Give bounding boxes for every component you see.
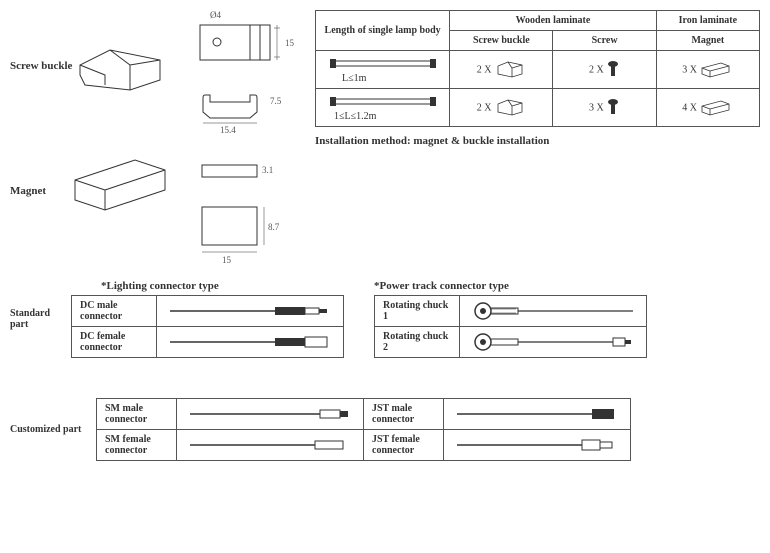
cell-r1-s: 2 X — [553, 51, 656, 89]
cell-r2-sb: 2 X — [450, 89, 553, 127]
rot2-label: Rotating chuck 2 — [375, 327, 460, 358]
jst-male-img — [444, 399, 631, 430]
rot1-label: Rotating chuck 1 — [375, 296, 460, 327]
qty-r2-s: 3 X — [589, 102, 604, 113]
dim-w154: 15.4 — [220, 125, 236, 135]
jst-female-icon — [452, 436, 622, 454]
qty-r1-sb: 2 X — [477, 64, 492, 75]
dim-h75: 7.5 — [270, 96, 281, 106]
cell-r1-sb: 2 X — [450, 51, 553, 89]
buckle-iso-icon — [70, 35, 170, 95]
dim-d4: Ø4 — [210, 10, 221, 20]
qty-r1-s: 2 X — [589, 64, 604, 75]
qty-r1-m: 3 X — [682, 64, 697, 75]
jst-male-icon — [452, 405, 622, 423]
lamp-icon — [328, 55, 438, 73]
sm-female-icon — [185, 436, 355, 454]
sm-male-icon — [185, 405, 355, 423]
customized-part-label: Customized part — [10, 424, 90, 435]
lamp-icon — [328, 93, 438, 111]
screw-small-icon — [606, 98, 620, 118]
connector-section-custom: Customized part SM male connector JST ma… — [10, 398, 760, 461]
cell-r1-m: 3 X — [656, 51, 759, 89]
sm-female-img — [177, 430, 364, 461]
jst-female-img — [444, 430, 631, 461]
power-table: Rotating chuck 1 Rotating chuck 2 — [374, 295, 647, 358]
dc-male-img — [157, 296, 344, 327]
cell-len1: L≤1m — [316, 51, 450, 89]
magnet-side-icon — [200, 160, 270, 185]
rot2-img — [460, 327, 647, 358]
th-s: Screw — [553, 31, 656, 51]
magnet-front-icon — [200, 205, 270, 260]
sm-male-label: SM male connector — [97, 399, 177, 430]
th-wood: Wooden laminate — [450, 11, 657, 31]
sm-female-label: SM female connector — [97, 430, 177, 461]
magnet-small-icon — [699, 60, 733, 80]
jst-male-label: JST male connector — [364, 399, 444, 430]
qty-r2-m: 4 X — [682, 102, 697, 113]
custom-table: SM male connector JST male connector SM … — [96, 398, 631, 461]
spec-area: Length of single lamp body Wooden lamina… — [315, 10, 760, 270]
len2-text: 1≤L≤1.2m — [334, 111, 443, 122]
dc-male-label: DC male connector — [72, 296, 157, 327]
standard-part-label: Standard part — [10, 308, 65, 330]
magnet-small-icon — [699, 98, 733, 118]
dc-female-img — [157, 327, 344, 358]
rotating-chuck1-icon — [468, 300, 638, 322]
rotating-chuck2-icon — [468, 331, 638, 353]
dim-h15: 15 — [285, 38, 294, 48]
rot1-img — [460, 296, 647, 327]
buckle-small-icon — [494, 98, 526, 118]
th-m: Magnet — [656, 31, 759, 51]
dc-female-connector-icon — [165, 332, 335, 352]
top-section: Screw buckle Ø4 15 7.5 15.4 Magnet — [10, 10, 760, 270]
sm-male-img — [177, 399, 364, 430]
dim-w15: 15 — [222, 255, 231, 265]
dim-h87: 8.7 — [268, 222, 279, 232]
install-caption: Installation method: magnet & buckle ins… — [315, 135, 760, 147]
dc-female-label: DC female connector — [72, 327, 157, 358]
left-diagrams: Screw buckle Ø4 15 7.5 15.4 Magnet — [10, 10, 305, 270]
buckle-small-icon — [494, 60, 526, 80]
magnet-label: Magnet — [10, 185, 46, 197]
screw-buckle-label: Screw buckle — [10, 60, 72, 72]
buckle-top-icon — [195, 20, 285, 70]
connector-section-standard: Standard part *Lighting connector type D… — [10, 280, 760, 358]
cell-len2: 1≤L≤1.2m — [316, 89, 450, 127]
cell-r2-m: 4 X — [656, 89, 759, 127]
screw-small-icon — [606, 60, 620, 80]
len1-text: L≤1m — [342, 73, 443, 84]
lighting-title: *Lighting connector type — [101, 280, 344, 292]
power-title: *Power track connector type — [374, 280, 647, 292]
lighting-table: DC male connector DC female connector — [71, 295, 344, 358]
th-length: Length of single lamp body — [316, 11, 450, 51]
jst-female-label: JST female connector — [364, 430, 444, 461]
dc-male-connector-icon — [165, 301, 335, 321]
cell-r2-s: 3 X — [553, 89, 656, 127]
spec-table: Length of single lamp body Wooden lamina… — [315, 10, 760, 127]
dim-h31: 3.1 — [262, 165, 273, 175]
magnet-iso-icon — [65, 150, 175, 225]
th-iron: Iron laminate — [656, 11, 759, 31]
th-sb: Screw buckle — [450, 31, 553, 51]
qty-r2-sb: 2 X — [477, 102, 492, 113]
